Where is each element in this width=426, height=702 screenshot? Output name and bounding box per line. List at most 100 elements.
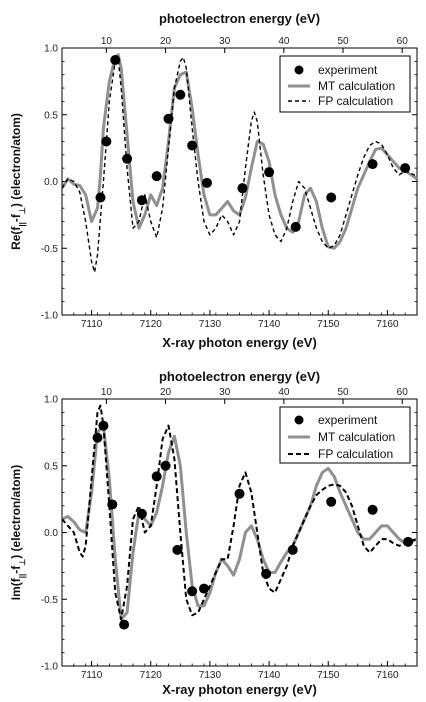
x-tick-label: 7160 bbox=[376, 319, 399, 330]
top-tick-label: 20 bbox=[160, 36, 172, 47]
experiment-point bbox=[122, 153, 133, 164]
experiment-point bbox=[92, 432, 103, 443]
y-tick-label: 0.0 bbox=[44, 528, 58, 539]
y-tick-label: -1.0 bbox=[41, 311, 59, 322]
x-tick-label: 7130 bbox=[199, 319, 222, 330]
top-tick-label: 10 bbox=[101, 387, 113, 398]
y-tick-label: -0.5 bbox=[41, 244, 59, 255]
y-axis-title-sub: || bbox=[18, 574, 27, 578]
y-axis-title-tail: ) (electron/atom) bbox=[9, 113, 23, 207]
y-axis-title-main: Im(f bbox=[9, 577, 23, 600]
experiment-point bbox=[187, 586, 198, 597]
y-axis-title-mid: -f bbox=[9, 213, 23, 222]
x-axis-title: X-ray photon energy (eV) bbox=[162, 682, 317, 697]
series-line-fp-calculation bbox=[62, 56, 417, 273]
x-tick-label: 7140 bbox=[258, 319, 281, 330]
x-tick-label: 7140 bbox=[258, 670, 281, 681]
top-tick-label: 60 bbox=[397, 36, 409, 47]
x-tick-label: 7110 bbox=[81, 670, 103, 681]
legend-marker-experiment bbox=[294, 415, 304, 425]
legend-label-mt: MT calculation bbox=[318, 79, 395, 93]
top-axis-title: photoelectron energy (eV) bbox=[159, 369, 320, 384]
y-axis-title-sub2: ⊥ bbox=[18, 559, 27, 566]
top-tick-label: 60 bbox=[397, 387, 409, 398]
chart-panel-imaginary: photoelectron energy (eV) X-ray photon e… bbox=[9, 369, 418, 697]
x-tick-label: 7150 bbox=[317, 319, 340, 330]
legend-box bbox=[279, 55, 411, 113]
top-tick-label: 20 bbox=[160, 387, 172, 398]
experiment-point bbox=[326, 192, 337, 203]
x-tick-label: 7150 bbox=[317, 670, 340, 681]
experiment-point bbox=[199, 583, 209, 594]
experiment-point bbox=[403, 536, 414, 547]
experiment-point bbox=[95, 192, 106, 203]
chart-panel-real: photoelectron energy (eV) X-ray photon e… bbox=[9, 11, 418, 350]
experiment-point bbox=[172, 544, 183, 555]
axes-ticks: 71107120713071407150716010203040506070-1… bbox=[41, 387, 418, 681]
experiment-point bbox=[107, 499, 118, 510]
experiment-point bbox=[136, 195, 147, 206]
experiment-point bbox=[400, 163, 411, 174]
top-tick-label: 50 bbox=[337, 387, 349, 398]
experiment-point bbox=[287, 544, 298, 555]
top-tick-label: 30 bbox=[219, 36, 231, 47]
x-tick-label: 7120 bbox=[140, 670, 163, 681]
y-axis-title-sub: || bbox=[18, 222, 27, 226]
legend: experiment MT calculation FP calculation bbox=[279, 406, 411, 464]
top-tick-label: 30 bbox=[219, 387, 231, 398]
experiment-point bbox=[367, 504, 378, 515]
legend-label-fp: FP calculation bbox=[318, 447, 393, 461]
experiment-point bbox=[151, 171, 162, 182]
x-tick-label: 7120 bbox=[140, 319, 163, 330]
y-axis-title-sub2: ⊥ bbox=[18, 207, 27, 214]
top-tick-label: 40 bbox=[278, 387, 290, 398]
x-axis-title: X-ray photon energy (eV) bbox=[162, 335, 317, 350]
x-tick-label: 7130 bbox=[199, 670, 222, 681]
y-axis-title-mid: -f bbox=[9, 565, 23, 574]
experiment-point bbox=[261, 568, 272, 579]
y-axis-title-main: Re(f bbox=[9, 226, 23, 250]
y-axis-title: Re(f||-f⊥) (electron/atom) bbox=[9, 113, 27, 250]
y-tick-label: 1.0 bbox=[44, 44, 58, 55]
experiment-point bbox=[290, 221, 301, 232]
y-tick-label: 0.5 bbox=[44, 110, 58, 121]
experiment-point bbox=[187, 140, 198, 151]
y-tick-label: 1.0 bbox=[44, 395, 58, 406]
experiment-point bbox=[119, 619, 130, 630]
experiment-point bbox=[101, 136, 112, 147]
experiment-point bbox=[175, 89, 186, 100]
top-tick-label: 10 bbox=[101, 36, 113, 47]
legend-label-experiment: experiment bbox=[318, 413, 378, 427]
legend-marker-experiment bbox=[294, 65, 304, 75]
y-tick-label: 0.5 bbox=[44, 461, 58, 472]
experiment-point bbox=[326, 496, 337, 507]
series-experiment-points bbox=[92, 420, 414, 630]
series-line-fp-calculation bbox=[62, 404, 417, 621]
experiment-point bbox=[264, 167, 275, 178]
top-tick-label: 50 bbox=[337, 36, 349, 47]
experiment-point bbox=[110, 55, 121, 66]
experiment-point bbox=[136, 508, 147, 519]
x-tick-label: 7160 bbox=[376, 670, 399, 681]
y-tick-label: -1.0 bbox=[41, 662, 59, 673]
experiment-point bbox=[160, 460, 171, 471]
legend-label-fp: FP calculation bbox=[318, 94, 393, 108]
experiment-point bbox=[151, 471, 162, 482]
top-tick-label: 40 bbox=[278, 36, 290, 47]
axes-ticks: 71107120713071407150716010203040506070-1… bbox=[41, 36, 418, 330]
legend-box bbox=[279, 406, 411, 464]
y-tick-label: -0.5 bbox=[41, 595, 59, 606]
x-tick-label: 7110 bbox=[81, 319, 103, 330]
legend-label-experiment: experiment bbox=[318, 63, 378, 77]
y-tick-label: 0.0 bbox=[44, 177, 58, 188]
legend-label-mt: MT calculation bbox=[318, 430, 395, 444]
y-axis-title: Im(f||-f⊥) (electron/atom) bbox=[9, 465, 27, 600]
experiment-point bbox=[201, 177, 212, 188]
experiment-point bbox=[237, 183, 248, 194]
y-axis-title-tail: ) (electron/atom) bbox=[9, 465, 23, 559]
top-axis-title: photoelectron energy (eV) bbox=[159, 11, 320, 26]
experiment-point bbox=[367, 159, 378, 170]
experiment-point bbox=[98, 420, 109, 431]
series-experiment-points bbox=[95, 55, 411, 232]
